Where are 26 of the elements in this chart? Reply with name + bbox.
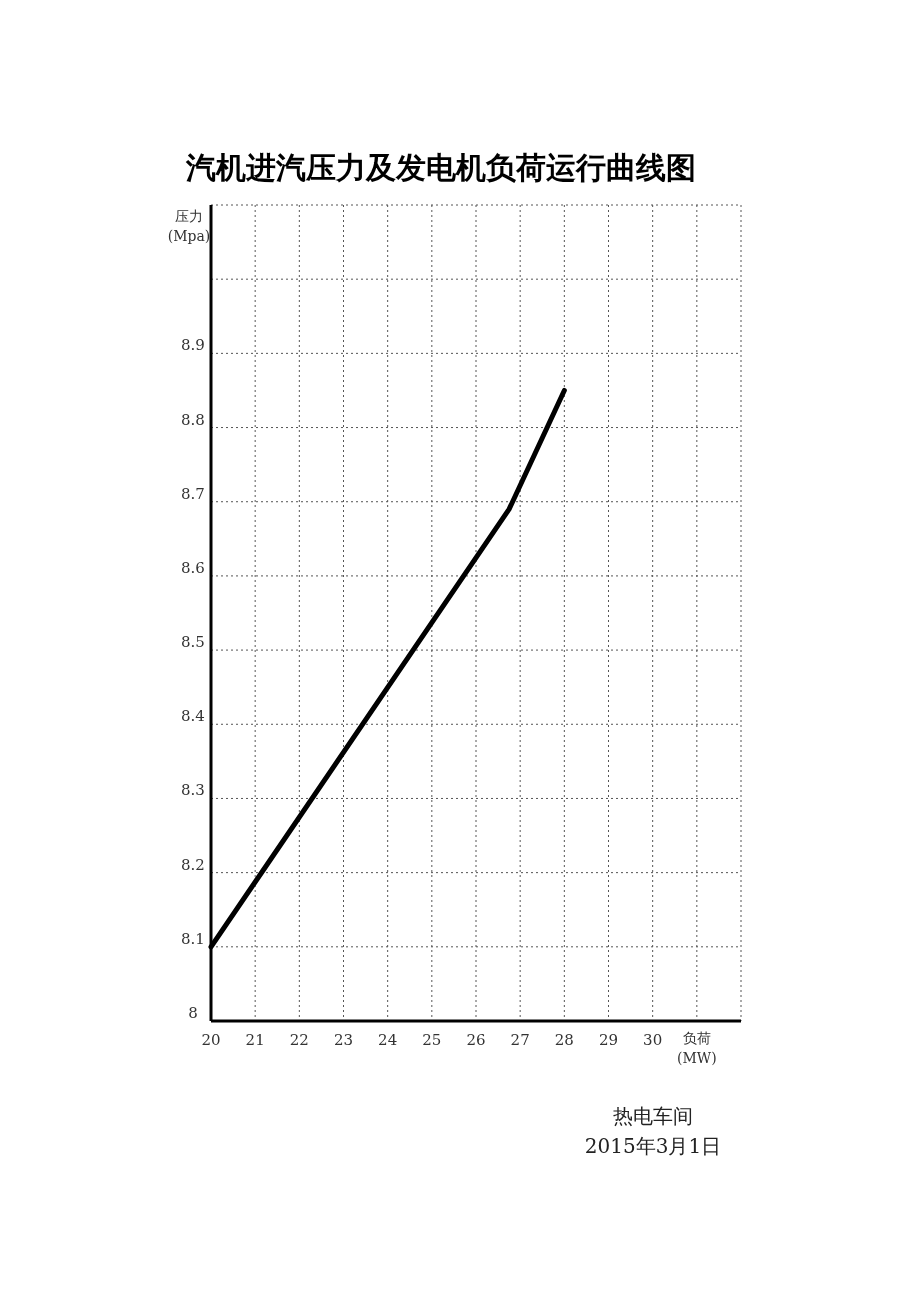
x-tick-label: 30: [643, 1031, 663, 1049]
y-tick-label: 8.5: [181, 633, 205, 652]
y-tick-label: 8: [188, 1004, 198, 1022]
x-tick-label: 23: [333, 1031, 354, 1049]
x-tick-label: 28: [554, 1031, 574, 1049]
y-tick-label: 8.9: [181, 336, 205, 355]
x-tick-label: 21: [245, 1031, 265, 1049]
x-tick-label: 26: [466, 1031, 486, 1049]
y-tick-label: 8.8: [181, 410, 205, 429]
y-tick-label: 8.3: [181, 781, 205, 800]
x-axis-title: 负荷 (MW): [677, 1030, 717, 1066]
x-tick-label: 20: [201, 1031, 221, 1049]
y-tick-label: 8.2: [181, 855, 205, 874]
y-axis-title: 压力 (Mpa): [167, 208, 211, 244]
x-tick-label: 24: [378, 1031, 398, 1049]
y-tick-label: 8.7: [181, 484, 205, 503]
x-tick-label: 29: [598, 1031, 619, 1049]
x-tick-label: 27: [510, 1031, 530, 1049]
text: 热电车间: [613, 1104, 693, 1128]
x-tick-label: 22: [289, 1031, 309, 1049]
y-tick-label: 8.1: [181, 929, 205, 948]
y-tick-label: 8.6: [181, 558, 205, 577]
y-tick-label: 8.4: [181, 707, 205, 726]
x-tick-label: 25: [422, 1031, 442, 1049]
text: 2015年3月1日: [584, 1134, 722, 1158]
chart-title: 汽机进汽压力及发电机负荷运行曲线图: [185, 150, 696, 185]
